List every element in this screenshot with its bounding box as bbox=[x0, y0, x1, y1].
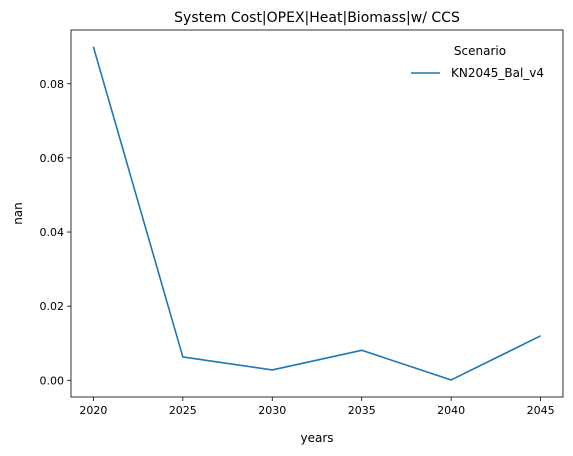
x-tick-label: 2030 bbox=[258, 404, 286, 417]
y-tick-label: 0.06 bbox=[40, 152, 65, 165]
y-axis-label: nan bbox=[11, 202, 25, 225]
plot-frame bbox=[70, 29, 564, 398]
chart-title: System Cost|OPEX|Heat|Biomass|w/ CCS bbox=[174, 10, 460, 26]
legend-title: Scenario bbox=[454, 44, 506, 58]
x-tick-label: 2020 bbox=[79, 404, 107, 417]
x-tick-label: 2045 bbox=[527, 404, 555, 417]
series-group bbox=[92, 46, 541, 381]
y-tick-label: 0.02 bbox=[40, 300, 65, 313]
x-tick-label: 2040 bbox=[437, 404, 465, 417]
x-tick-label: 2035 bbox=[348, 404, 376, 417]
series-line-0 bbox=[92, 46, 541, 381]
x-axis-label: years bbox=[300, 431, 333, 445]
legend-label-kn2045: KN2045_Bal_v4 bbox=[451, 66, 544, 80]
axis-ticks: 2020 2025 2030 2035 2040 2045 0.00 0.02 0.04 0.06… bbox=[40, 78, 555, 417]
y-tick-label: 0.00 bbox=[40, 374, 65, 387]
y-tick-label: 0.08 bbox=[40, 78, 65, 91]
y-tick-label: 0.04 bbox=[40, 226, 65, 239]
legend: Scenario KN2045_Bal_v4 bbox=[411, 44, 544, 80]
x-tick-label: 2025 bbox=[169, 404, 197, 417]
